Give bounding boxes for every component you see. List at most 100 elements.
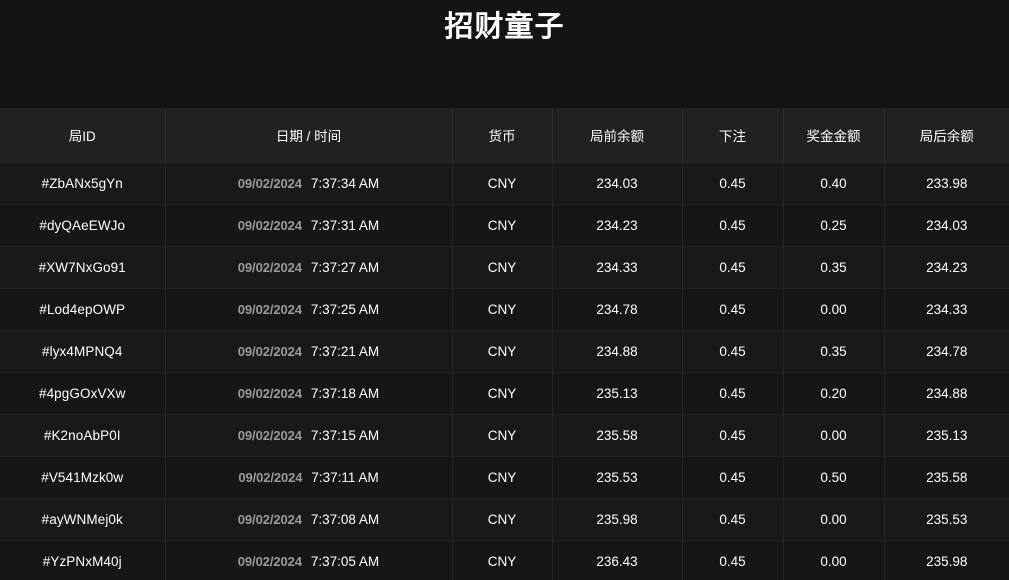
- date-text: 09/02/2024: [237, 301, 302, 317]
- datetime-wrapper: 09/02/2024 7:37:11 AM: [238, 470, 378, 485]
- cell-bet: 0.45: [682, 246, 784, 289]
- cell-datetime: 09/02/2024 7:37:11 AM: [165, 456, 453, 499]
- datetime-wrapper: 09/02/2024 7:37:21 AM: [238, 344, 379, 359]
- table-row[interactable]: #XW7NxGo91 09/02/2024 7:37:27 AM CNY 234.33 0…: [0, 246, 1009, 289]
- datetime-wrapper: 09/02/2024 7:37:18 AM: [238, 386, 379, 401]
- date-text: 09/02/2024: [237, 427, 302, 443]
- cell-bet: 0.45: [682, 288, 784, 331]
- column-header-bet[interactable]: 下注: [682, 108, 784, 163]
- table-row[interactable]: #K2noAbP0I 09/02/2024 7:37:15 AM CNY 235.58 0…: [0, 414, 1009, 457]
- date-text: 09/02/2024: [237, 175, 302, 191]
- cell-bet: 0.45: [682, 330, 784, 373]
- cell-balance-before: 235.58: [552, 414, 683, 457]
- cell-balance-before: 235.53: [552, 456, 683, 499]
- column-header-balance-after[interactable]: 局后余额: [884, 108, 1009, 163]
- cell-round-id: #dyQAeEWJo: [0, 204, 166, 247]
- cell-balance-before: 235.13: [552, 372, 683, 415]
- table-row[interactable]: #ayWNMej0k 09/02/2024 7:37:08 AM CNY 235.98 0…: [0, 498, 1009, 541]
- cell-currency: CNY: [452, 456, 553, 499]
- cell-currency: CNY: [452, 498, 553, 541]
- time-text: 7:37:15 AM: [310, 427, 380, 443]
- cell-win-amount: 0.35: [783, 330, 885, 373]
- cell-round-id: #K2noAbP0I: [0, 414, 166, 457]
- table-header-row: 局ID 日期 / 时间 货币 局前余额 下注 奖金金额 局后余额: [0, 108, 1009, 163]
- table-row[interactable]: #dyQAeEWJo 09/02/2024 7:37:31 AM CNY 234.23 0…: [0, 204, 1009, 247]
- cell-win-amount: 0.00: [783, 540, 885, 580]
- date-text: 09/02/2024: [237, 259, 302, 275]
- cell-win-amount: 0.25: [783, 204, 885, 247]
- table-row[interactable]: #Lod4epOWP 09/02/2024 7:37:25 AM CNY 234.78 0…: [0, 288, 1009, 331]
- column-header-currency[interactable]: 货币: [452, 108, 553, 163]
- cell-datetime: 09/02/2024 7:37:25 AM: [165, 288, 453, 331]
- cell-datetime: 09/02/2024 7:37:21 AM: [165, 330, 453, 373]
- cell-win-amount: 0.20: [783, 372, 885, 415]
- time-text: 7:37:21 AM: [310, 343, 380, 359]
- date-text: 09/02/2024: [237, 385, 302, 401]
- datetime-wrapper: 09/02/2024 7:37:27 AM: [238, 260, 379, 275]
- cell-balance-after: 235.58: [884, 456, 1009, 499]
- cell-win-amount: 0.00: [783, 288, 885, 331]
- table-row[interactable]: #ZbANx5gYn 09/02/2024 7:37:34 AM CNY 234.03 0…: [0, 162, 1009, 205]
- cell-round-id: #YzPNxM40j: [0, 540, 166, 580]
- time-text: 7:37:08 AM: [310, 511, 380, 527]
- cell-bet: 0.45: [682, 498, 784, 541]
- column-header-win-amount[interactable]: 奖金金额: [783, 108, 885, 163]
- cell-balance-before: 234.03: [552, 162, 683, 205]
- cell-currency: CNY: [452, 414, 553, 457]
- table-row[interactable]: #YzPNxM40j 09/02/2024 7:37:05 AM CNY 236.43 0…: [0, 540, 1009, 580]
- cell-win-amount: 0.40: [783, 162, 885, 205]
- cell-currency: CNY: [452, 288, 553, 331]
- cell-balance-after: 235.98: [884, 540, 1009, 580]
- cell-round-id: #4pgGOxVXw: [0, 372, 166, 415]
- cell-datetime: 09/02/2024 7:37:05 AM: [165, 540, 453, 580]
- cell-datetime: 09/02/2024 7:37:34 AM: [165, 162, 453, 205]
- table-row[interactable]: #4pgGOxVXw 09/02/2024 7:37:18 AM CNY 235.13 0…: [0, 372, 1009, 415]
- date-text: 09/02/2024: [237, 217, 302, 233]
- column-header-round-id[interactable]: 局ID: [0, 108, 166, 163]
- datetime-wrapper: 09/02/2024 7:37:31 AM: [238, 218, 379, 233]
- cell-bet: 0.45: [682, 372, 784, 415]
- table-body: #ZbANx5gYn 09/02/2024 7:37:34 AM CNY 234.03 0…: [0, 162, 1009, 580]
- datetime-wrapper: 09/02/2024 7:37:34 AM: [238, 176, 379, 191]
- cell-bet: 0.45: [682, 204, 784, 247]
- time-text: 7:37:25 AM: [310, 301, 380, 317]
- cell-currency: CNY: [452, 540, 553, 580]
- cell-balance-after: 234.23: [884, 246, 1009, 289]
- cell-balance-after: 234.78: [884, 330, 1009, 373]
- cell-bet: 0.45: [682, 162, 784, 205]
- cell-currency: CNY: [452, 330, 553, 373]
- cell-round-id: #ZbANx5gYn: [0, 162, 166, 205]
- column-header-datetime[interactable]: 日期 / 时间: [165, 108, 453, 163]
- time-text: 7:37:05 AM: [310, 553, 380, 569]
- date-text: 09/02/2024: [238, 469, 303, 485]
- cell-balance-before: 235.98: [552, 498, 683, 541]
- cell-win-amount: 0.35: [783, 246, 885, 289]
- datetime-wrapper: 09/02/2024 7:37:05 AM: [238, 554, 379, 569]
- time-text: 7:37:27 AM: [310, 259, 380, 275]
- cell-datetime: 09/02/2024 7:37:31 AM: [165, 204, 453, 247]
- table-row[interactable]: #V541Mzk0w 09/02/2024 7:37:11 AM CNY 235.53 0…: [0, 456, 1009, 499]
- datetime-wrapper: 09/02/2024 7:37:15 AM: [238, 428, 379, 443]
- date-text: 09/02/2024: [237, 553, 302, 569]
- cell-balance-after: 234.03: [884, 204, 1009, 247]
- time-text: 7:37:11 AM: [311, 469, 379, 485]
- cell-datetime: 09/02/2024 7:37:08 AM: [165, 498, 453, 541]
- date-text: 09/02/2024: [237, 511, 302, 527]
- cell-balance-before: 234.88: [552, 330, 683, 373]
- cell-round-id: #XW7NxGo91: [0, 246, 166, 289]
- title-bar: 招财童子: [0, 0, 1009, 108]
- cell-datetime: 09/02/2024 7:37:18 AM: [165, 372, 453, 415]
- cell-currency: CNY: [452, 204, 553, 247]
- cell-balance-before: 234.78: [552, 288, 683, 331]
- cell-round-id: #V541Mzk0w: [0, 456, 166, 499]
- round-history-table: 局ID 日期 / 时间 货币 局前余额 下注 奖金金额 局后余额 #ZbANx5…: [0, 108, 1009, 580]
- time-text: 7:37:31 AM: [310, 217, 380, 233]
- datetime-wrapper: 09/02/2024 7:37:25 AM: [238, 302, 379, 317]
- table-row[interactable]: #lyx4MPNQ4 09/02/2024 7:37:21 AM CNY 234.88 0…: [0, 330, 1009, 373]
- cell-currency: CNY: [452, 162, 553, 205]
- column-header-balance-before[interactable]: 局前余额: [552, 108, 683, 163]
- cell-win-amount: 0.00: [783, 414, 885, 457]
- cell-balance-after: 235.13: [884, 414, 1009, 457]
- datetime-wrapper: 09/02/2024 7:37:08 AM: [238, 512, 379, 527]
